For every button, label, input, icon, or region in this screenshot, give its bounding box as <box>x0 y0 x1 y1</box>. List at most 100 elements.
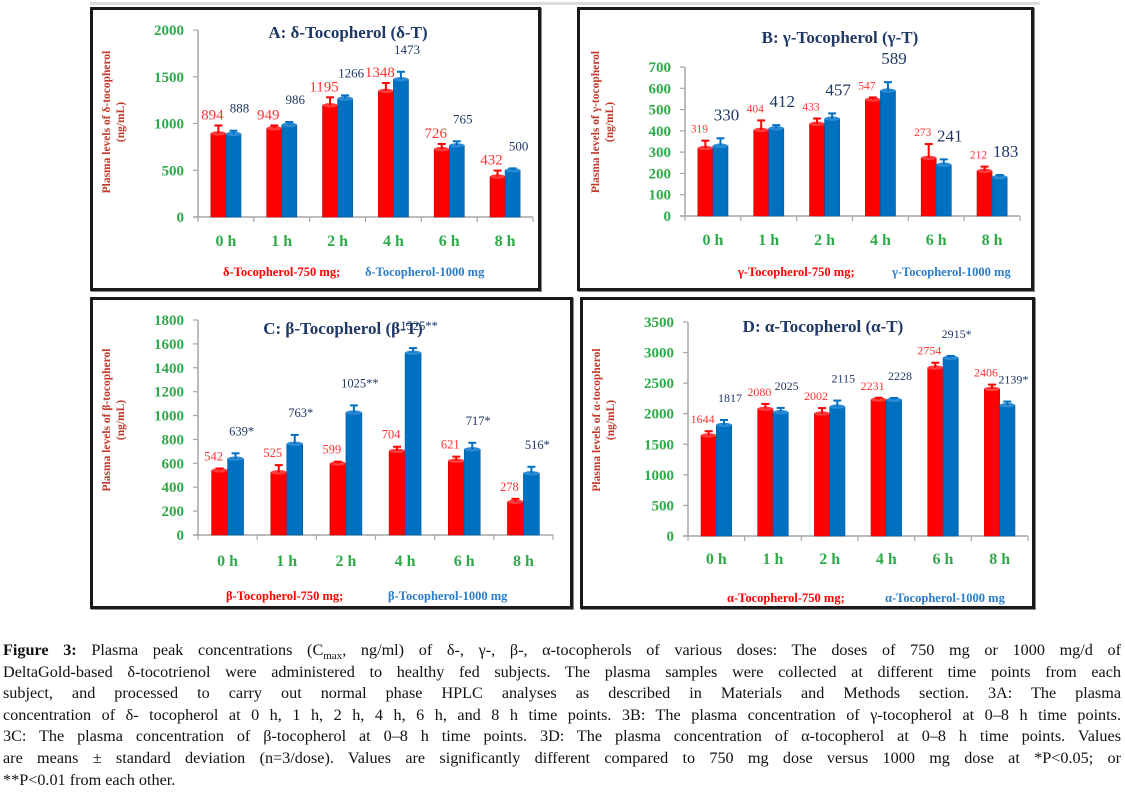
chart-c-ytick-label: 1800 <box>154 313 184 329</box>
chart-d-legend-750: α-Tocopherol-750 mg; <box>727 591 845 605</box>
chart-a-data-label-750: 1195 <box>309 79 338 95</box>
chart-d-ytick-label: 3000 <box>644 346 674 362</box>
chart-b-bar-750 <box>697 147 714 217</box>
chart-a-bar-1000 <box>225 133 242 218</box>
figure-caption: Figure 3: Plasma peak concentrations (Cm… <box>3 640 1121 791</box>
chart-d-bar-750 <box>870 399 887 537</box>
chart-b-data-label-750: 433 <box>802 102 820 114</box>
chart-a-bar-750 <box>378 90 394 218</box>
chart-c-ytick-label: 200 <box>162 504 185 520</box>
chart-d-data-label-750: 1644 <box>691 412 715 426</box>
chart-a-bar-1000 <box>448 145 465 218</box>
chart-c-data-label-1000: 639* <box>229 424 254 438</box>
chart-b-bar-750 <box>976 170 993 217</box>
chart-c-ytick-label: 1000 <box>154 409 184 425</box>
chart-b-title: B: γ-Tocopherol (γ-T) <box>762 28 919 47</box>
chart-a-data-label-750: 894 <box>201 107 224 123</box>
chart-a-ytick-label: 1000 <box>154 117 184 133</box>
chart-a-data-label-1000: 1473 <box>394 42 420 57</box>
chart-a-ylabel: Plasma levels of δ-tocopherol (ng/mL) <box>101 51 127 194</box>
chart-b-xtick-label: 1 h <box>758 232 779 249</box>
chart-d-data-label-1000: 2025 <box>775 379 799 393</box>
chart-panel-b: B: γ-Tocopherol (γ-T) Plasma levels of γ-… <box>577 7 1034 291</box>
chart-c-data-label-750: 542 <box>204 449 223 463</box>
chart-b-ylabel-line2: (ng/mL) <box>604 102 616 142</box>
chart-b-ylabel-line1: Plasma levels of γ-tocopherol <box>590 51 602 193</box>
chart-a-bar-750 <box>322 104 338 218</box>
chart-a-data-label-750: 949 <box>257 107 280 123</box>
chart-a-xtick-label: 2 h <box>327 233 348 250</box>
chart-c-data-label-750: 704 <box>382 428 402 442</box>
chart-c-bar-cap <box>345 410 362 415</box>
chart-d-data-label-750: 2080 <box>747 385 771 399</box>
chart-a-ytick-label: 2000 <box>154 23 184 39</box>
chart-c-ylabel-line2: (ng/mL) <box>115 400 127 440</box>
chart-c-bar-cap <box>270 470 287 475</box>
chart-d-title: D: α-Tocopherol (α-T) <box>743 317 904 336</box>
chart-b-data-label-1000: 330 <box>714 105 740 124</box>
chart-a-data-label-750: 1348 <box>365 65 395 81</box>
chart-a-bar-cap <box>210 131 226 136</box>
chart-b-bar-cap <box>865 97 881 102</box>
caption-line-3: subject, and processed to carry out norm… <box>3 684 1121 703</box>
chart-d-ytick-label: 3500 <box>644 315 674 331</box>
chart-a-ytick-label: 1500 <box>154 70 184 86</box>
chart-c-bar-750 <box>211 469 228 536</box>
chart-d-ytick-label: 2000 <box>644 407 674 423</box>
chart-c-data-label-750: 278 <box>500 480 519 494</box>
chart-b-bar-cap <box>768 126 784 131</box>
chart-d-xtick-label: 4 h <box>876 551 897 568</box>
chart-d-data-label-1000: 2228 <box>888 369 912 383</box>
chart-a-legend-1000: δ-Tocopherol-1000 mg <box>365 265 485 279</box>
chart-b-xtick-label: 2 h <box>814 232 835 249</box>
chart-b-bar-750 <box>865 99 881 217</box>
chart-a-ytick-label: 0 <box>177 210 185 226</box>
chart-d-bar-1000 <box>886 399 902 537</box>
chart-c-data-label-750: 599 <box>323 443 342 457</box>
chart-d-xtick-label: 8 h <box>989 551 1010 568</box>
chart-a-bar-cap <box>393 77 409 82</box>
chart-a-xtick-label: 8 h <box>495 233 516 250</box>
chart-a-bar-750 <box>210 133 227 218</box>
chart-a-bar-1000 <box>504 169 521 218</box>
chart-b-ytick-label: 400 <box>649 124 672 140</box>
chart-a-svg: A: δ-Tocopherol (δ-T) Plasma levels of δ-… <box>101 23 534 279</box>
chart-a-ylabel-line2: (ng/mL) <box>115 102 127 142</box>
chart-b-bar-1000 <box>712 145 729 217</box>
chart-b-data-label-1000: 589 <box>881 49 907 68</box>
chart-a-data-label-750: 726 <box>424 126 447 142</box>
chart-b-svg: B: γ-Tocopherol (γ-T) Plasma levels of γ-… <box>590 28 1021 279</box>
caption-line-5: 3C: The plasma concentration of β-tocoph… <box>3 727 1121 746</box>
chart-a-bar-750 <box>266 127 283 218</box>
chart-d-bar-1000 <box>772 411 789 537</box>
chart-b-bar-1000 <box>880 90 896 217</box>
chart-d-bar-1000 <box>999 404 1016 537</box>
chart-b-ylabel: Plasma levels of γ-tocopherol (ng/mL) <box>590 51 616 193</box>
chart-d-ytick-label: 2500 <box>644 376 674 392</box>
chart-c-xtick-label: 4 h <box>395 553 416 570</box>
chart-d-bar-cap <box>999 403 1015 408</box>
chart-panel-d: D: α-Tocopherol (α-T) Plasma levels of α-… <box>580 297 1035 609</box>
chart-a-bar-1000 <box>281 124 298 218</box>
chart-c-ytick-label: 1200 <box>154 385 184 401</box>
chart-c-bar-cap <box>448 458 465 464</box>
chart-b-bar-1000 <box>824 118 840 217</box>
chart-c-data-label-1000: 717* <box>466 414 491 428</box>
caption-line-1: Figure 3: Plasma peak concentrations (Cm… <box>3 641 1121 663</box>
chart-d-data-label-1000: 2115 <box>832 372 856 386</box>
chart-c-ytick-label: 400 <box>162 480 185 496</box>
chart-a-data-label-1000: 986 <box>286 92 306 107</box>
chart-c-ylabel-line1: Plasma levels of β-tocopherol <box>101 349 113 492</box>
chart-b-data-label-750: 404 <box>747 103 765 115</box>
chart-a-bar-1000 <box>393 78 409 218</box>
chart-c-bar-1000 <box>345 412 363 536</box>
chart-a-xtick-label: 0 h <box>215 233 236 250</box>
chart-b-bar-750 <box>753 129 770 217</box>
chart-c-bar-1000 <box>404 352 422 536</box>
chart-d-bar-cap <box>773 409 789 415</box>
chart-b-legend-1000: γ-Tocopherol-1000 mg <box>891 265 1011 279</box>
chart-d-ytick-label: 1500 <box>644 437 674 453</box>
chart-c-data-label-1000: 1025** <box>341 376 379 390</box>
chart-d-ylabel-line2: (ng/mL) <box>605 400 617 440</box>
chart-d-data-label-1000: 2139* <box>998 373 1028 387</box>
